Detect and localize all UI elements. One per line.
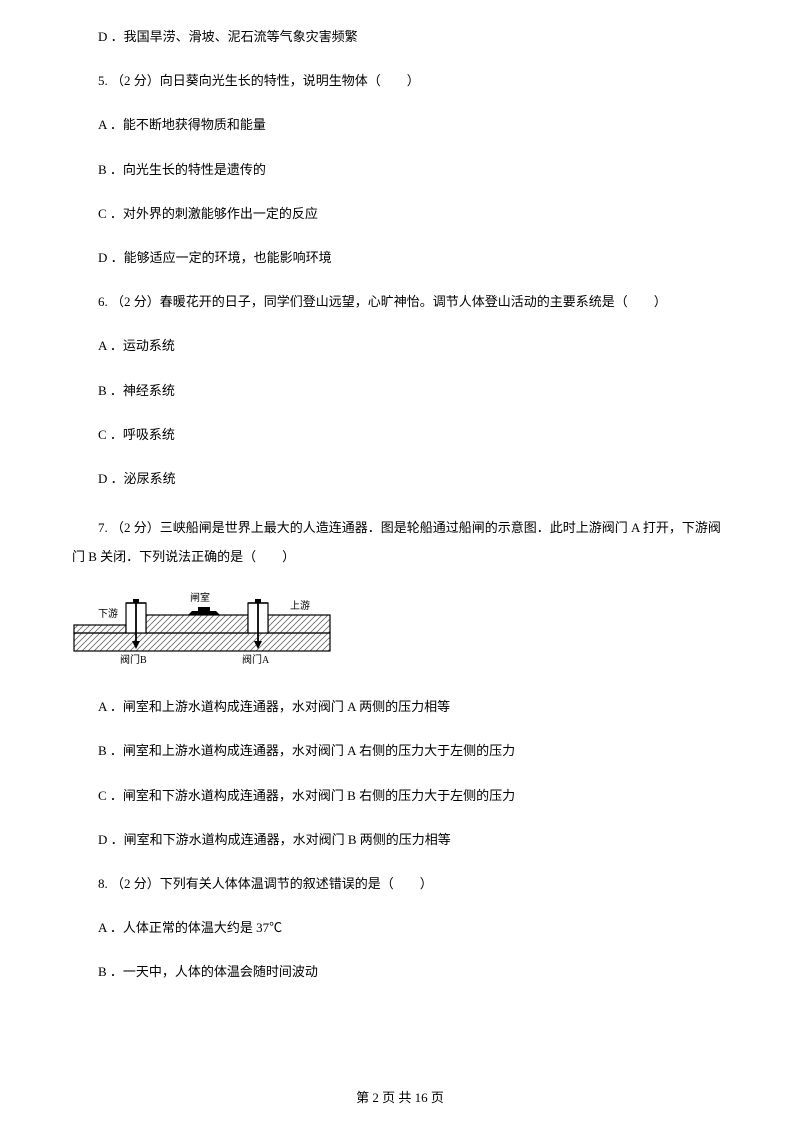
q7-option-c: C ．闸室和下游水道构成连通器，水对阀门 B 右侧的压力大于左侧的压力 xyxy=(72,787,728,805)
gate-a-label: 阀门A xyxy=(242,653,270,666)
q5-option-c: C ．对外界的刺激能够作出一定的反应 xyxy=(72,205,728,223)
q5-option-d: D ．能够适应一定的环境，也能影响环境 xyxy=(72,249,728,267)
lock-diagram-svg: 下游 闸室 上游 阀门B 阀门A xyxy=(72,589,332,667)
q8-option-a: A ．人体正常的体温大约是 37℃ xyxy=(72,919,728,937)
q5-option-b: B ．向光生长的特性是遗传的 xyxy=(72,161,728,179)
q6-option-c: C ．呼吸系统 xyxy=(72,426,728,444)
gate-b-label: 阀门B xyxy=(120,653,147,666)
q5-stem: 5. （2 分）向日葵向光生长的特性，说明生物体（ ） xyxy=(72,72,728,90)
q7-option-b: B ．闸室和上游水道构成连通器，水对阀门 A 右侧的压力大于左侧的压力 xyxy=(72,742,728,760)
q6-option-b: B ．神经系统 xyxy=(72,382,728,400)
page-footer: 第 2 页 共 16 页 xyxy=(0,1087,800,1106)
q5-option-a: A ．能不断地获得物质和能量 xyxy=(72,116,728,134)
lock-diagram: 下游 闸室 上游 阀门B 阀门A xyxy=(72,589,728,672)
q8-option-b: B ．一天中，人体的体温会随时间波动 xyxy=(72,963,728,981)
lock-chamber-label: 闸室 xyxy=(190,591,210,604)
q7-stem: 7. （2 分）三峡船闸是世界上最大的人造连通器．图是轮船通过船闸的示意图．此时… xyxy=(72,514,728,571)
q8-stem: 8. （2 分）下列有关人体体温调节的叙述错误的是（ ） xyxy=(72,875,728,893)
q7-option-a: A ．闸室和上游水道构成连通器，水对阀门 A 两侧的压力相等 xyxy=(72,698,728,716)
q4-option-d: D ．我国旱涝、滑坡、泥石流等气象灾害频繁 xyxy=(72,28,728,46)
q6-stem: 6. （2 分）春暖花开的日子，同学们登山远望，心旷神怡。调节人体登山活动的主要… xyxy=(72,293,728,311)
q7-option-d: D ．闸室和下游水道构成连通器，水对阀门 B 两侧的压力相等 xyxy=(72,831,728,849)
q6-option-d: D ．泌尿系统 xyxy=(72,470,728,488)
downstream-label: 下游 xyxy=(98,607,118,620)
upstream-label: 上游 xyxy=(290,599,310,612)
q6-option-a: A ．运动系统 xyxy=(72,337,728,355)
